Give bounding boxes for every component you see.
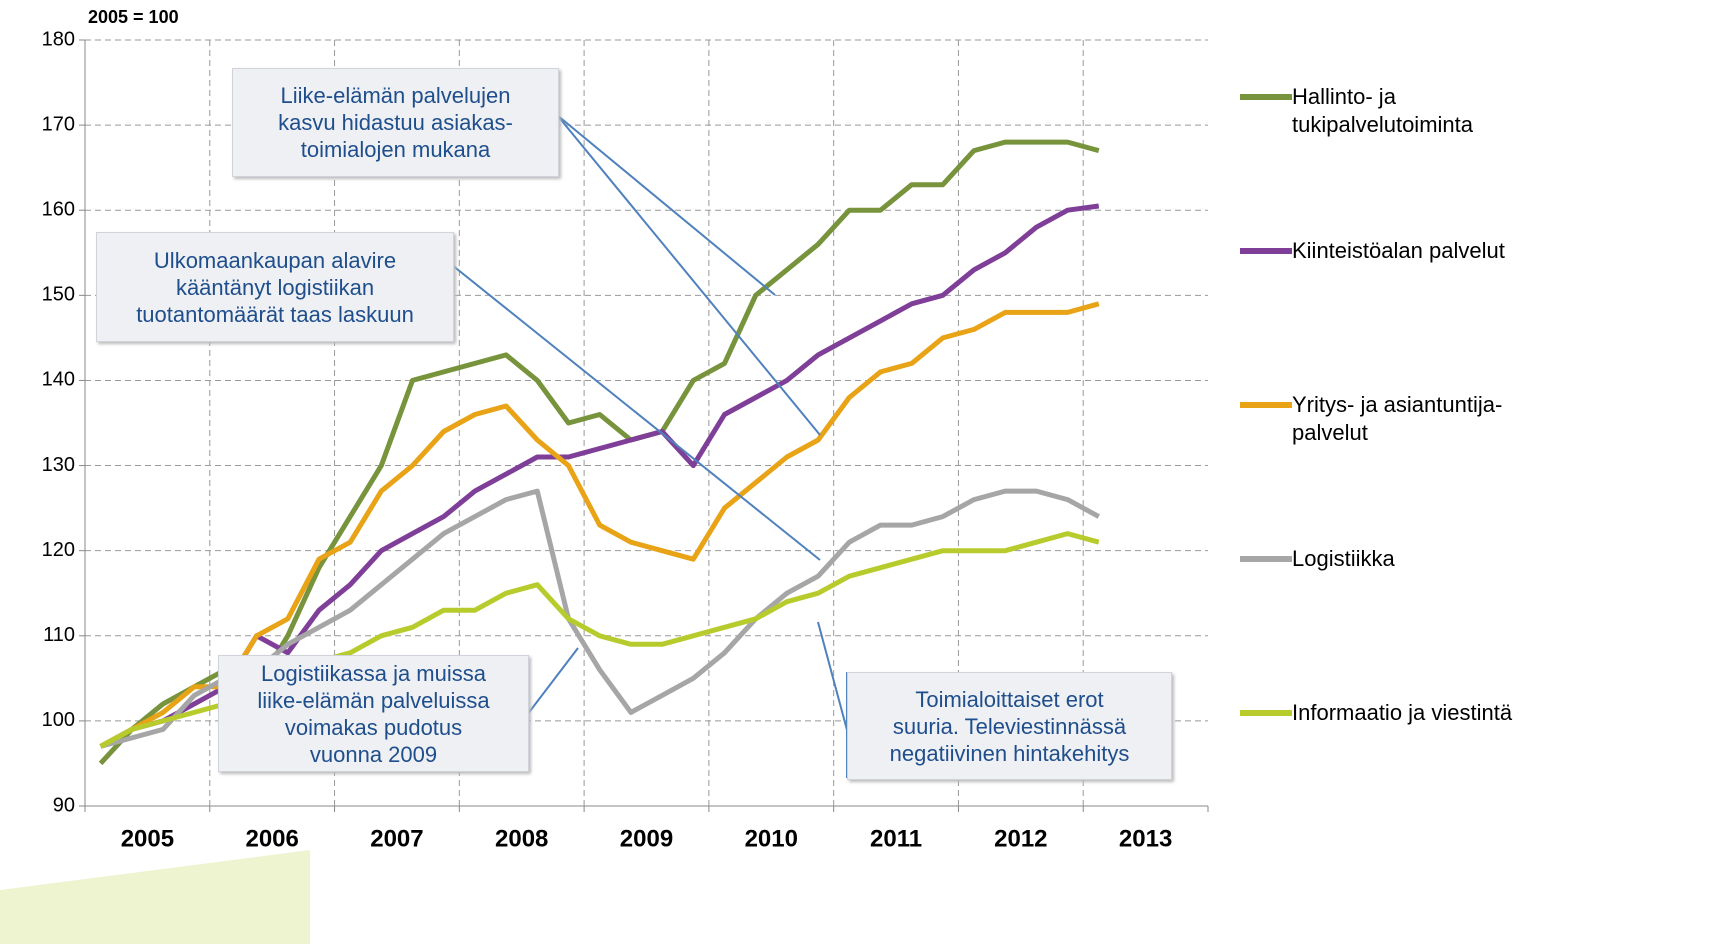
x-tick-label: 2010	[745, 825, 798, 852]
annotation-line: voimakas pudotus	[284, 714, 463, 740]
y-tick-label: 180	[42, 28, 75, 50]
x-tick-label: 2013	[1119, 825, 1172, 852]
annotation-line: Liike-elämän palvelujen	[280, 83, 511, 108]
x-tick-label: 2009	[620, 825, 673, 852]
annotation-line: negatiivinen hintakehitys	[889, 740, 1130, 766]
y-tick-label: 170	[42, 113, 75, 135]
y-tick-label: 90	[53, 794, 75, 816]
y-tick-label: 110	[43, 624, 75, 646]
annotation-line: liike-elämän palveluissa	[257, 687, 490, 713]
annotation-box: Logistiikassa ja muissa liike-elämän palv…	[218, 655, 529, 772]
x-tick-label: 2006	[245, 825, 298, 852]
legend-label: Kiinteistöalan palvelut	[1292, 238, 1505, 263]
y-tick-label: 100	[42, 709, 75, 731]
annotation-line: kääntänyt logistiikan	[175, 274, 375, 300]
legend-label: Yritys- ja asiantuntija-palvelut	[1292, 392, 1503, 445]
annotation-line: Ulkomaankaupan alavire	[153, 247, 397, 273]
annotation-line: vuonna 2009	[309, 741, 438, 767]
annotation-line: toimialojen mukana	[300, 137, 491, 162]
annotation-line: tuotantomäärät taas laskuun	[136, 301, 414, 327]
annotation-box: Liike-elämän palvelujen kasvu hidastuu as…	[232, 68, 559, 177]
annotation-line: suuria. Televiestinnässä	[892, 713, 1127, 739]
annotation-line: Toimialoittaiset erot	[915, 686, 1104, 712]
x-tick-label: 2012	[994, 825, 1047, 852]
legend-label: Hallinto- ja tukipalvelutoiminta	[1292, 84, 1473, 137]
y-tick-label: 130	[42, 454, 75, 476]
annotation-line: Logistiikassa ja muissa	[261, 660, 486, 686]
x-tick-label: 2011	[870, 825, 922, 852]
y-tick-label: 120	[42, 539, 75, 561]
y-tick-label: 160	[42, 199, 75, 221]
series-line	[99, 203, 1100, 749]
x-tick-label: 2007	[370, 825, 423, 852]
y-axis-label: 2005 = 100	[88, 7, 179, 27]
annotation-line: kasvu hidastuu asiakas-	[278, 110, 513, 135]
legend-label: Logistiikka	[1292, 546, 1395, 571]
y-tick-label: 150	[42, 284, 75, 306]
series-line	[99, 301, 1100, 749]
annotation-box: Toimialoittaiset erot suuria. Televiestin…	[847, 672, 1172, 780]
decoration	[0, 850, 310, 944]
legend-label: Informaatio ja viestintä	[1292, 700, 1513, 725]
y-tick-label: 140	[42, 369, 75, 391]
x-tick-label: 2005	[121, 825, 174, 852]
annotation-box: Ulkomaankaupan alavire kääntänyt logistii…	[96, 232, 454, 342]
x-tick-label: 2008	[495, 825, 548, 852]
